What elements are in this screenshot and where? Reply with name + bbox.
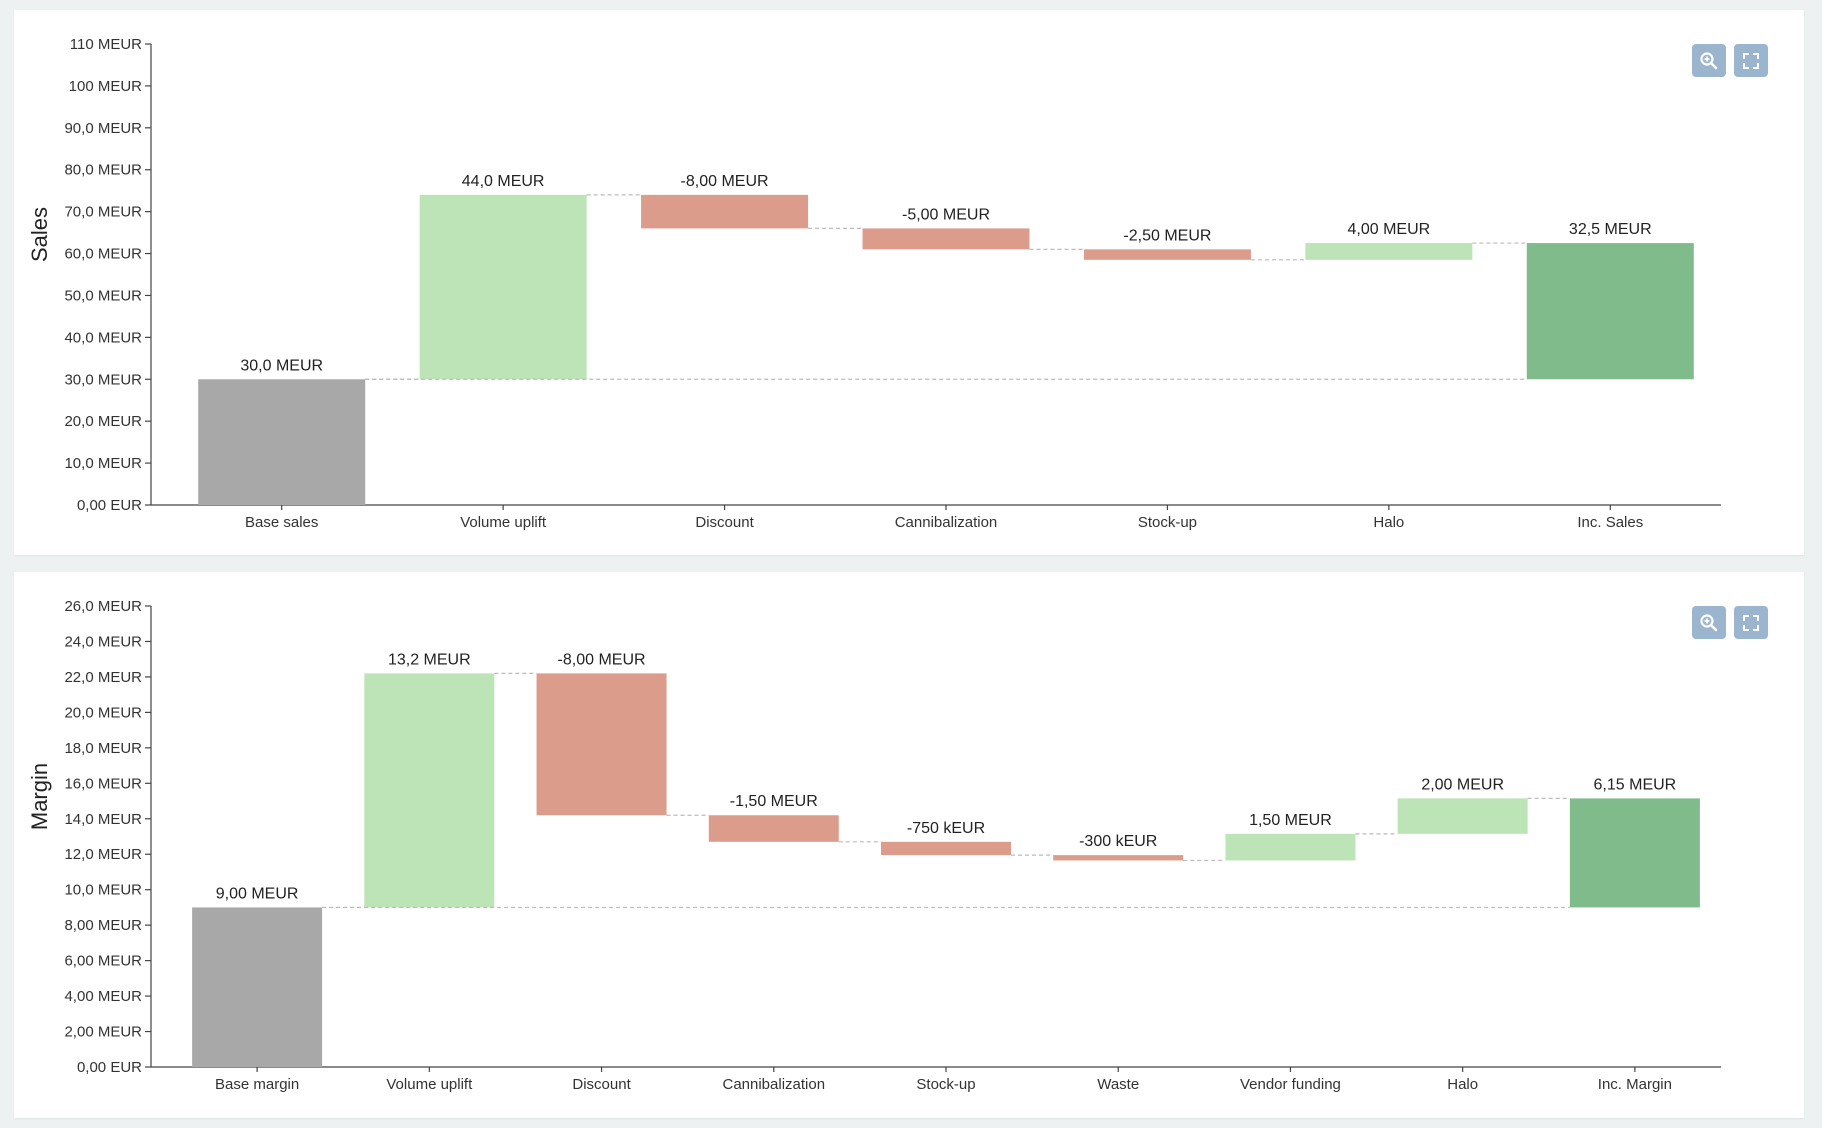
waterfall-bar	[1305, 243, 1473, 260]
waterfall-bar	[364, 673, 495, 908]
bar-value-label: 6,15 MEUR	[1594, 776, 1677, 793]
bar-value-label: 32,5 MEUR	[1569, 221, 1652, 238]
x-category-label: Halo	[1447, 1076, 1478, 1093]
x-category-label: Inc. Sales	[1577, 514, 1643, 531]
waterfall-bar	[536, 673, 667, 816]
y-tick-label: 0,00 EUR	[77, 1059, 142, 1076]
bar-value-label: 4,00 MEUR	[1348, 221, 1431, 238]
bar-value-label: -8,00 MEUR	[681, 173, 769, 190]
x-category-label: Vendor funding	[1240, 1076, 1341, 1093]
y-tick-label: 20,0 MEUR	[64, 413, 142, 430]
y-tick-label: 100 MEUR	[69, 78, 143, 95]
y-tick-label: 80,0 MEUR	[64, 162, 142, 179]
bar-value-label: -5,00 MEUR	[902, 206, 990, 223]
waterfall-bar	[881, 841, 1011, 856]
y-axis-title: Margin	[27, 763, 52, 830]
y-tick-label: 110 MEUR	[70, 36, 142, 53]
bar-value-label: -1,50 MEUR	[730, 793, 818, 810]
margin-chart-panel: Margin 0,00 EUR 2,00 MEUR 4,00 MEUR 6,00 MEU…	[14, 572, 1804, 1118]
magnifier-plus-icon	[1700, 51, 1718, 69]
zoom-button[interactable]	[1692, 606, 1726, 639]
magnifier-plus-icon	[1700, 613, 1718, 631]
y-tick-label: 60,0 MEUR	[64, 246, 142, 263]
x-category-label: Base margin	[215, 1076, 299, 1093]
x-category-label: Base sales	[245, 514, 318, 531]
x-category-label: Cannibalization	[895, 514, 998, 531]
waterfall-bar	[1053, 855, 1184, 861]
y-tick-label: 4,00 MEUR	[64, 988, 142, 1005]
bar-value-label: 1,50 MEUR	[1249, 812, 1332, 829]
waterfall-bar	[419, 194, 587, 380]
x-category-label: Inc. Margin	[1598, 1076, 1672, 1093]
y-tick-label: 6,00 MEUR	[64, 953, 142, 970]
bar-value-label: 44,0 MEUR	[462, 173, 545, 190]
waterfall-bar	[192, 907, 323, 1067]
y-tick-label: 14,0 MEUR	[64, 811, 142, 828]
x-category-label: Cannibalization	[722, 1076, 825, 1093]
y-tick-label: 26,0 MEUR	[64, 598, 142, 615]
waterfall-bar	[198, 379, 366, 505]
y-tick-label: 0,00 EUR	[77, 497, 142, 514]
sales-chart-panel: Sales 0,00 EUR 10,0 MEUR 20,0 MEUR 30,0 MEUR…	[14, 10, 1804, 555]
y-tick-label: 2,00 MEUR	[64, 1024, 142, 1041]
waterfall-bar	[1526, 243, 1694, 380]
y-tick-label: 90,0 MEUR	[64, 120, 142, 137]
y-tick-label: 24,0 MEUR	[64, 633, 142, 650]
y-tick-label: 12,0 MEUR	[64, 846, 142, 863]
waterfall-bar	[708, 815, 839, 842]
waterfall-bar	[1569, 798, 1700, 908]
y-tick-label: 10,0 MEUR	[64, 455, 142, 472]
y-tick-label: 20,0 MEUR	[64, 704, 142, 721]
waterfall-bar	[862, 228, 1030, 250]
x-category-label: Waste	[1097, 1076, 1139, 1093]
bar-value-label: -300 kEUR	[1079, 833, 1157, 850]
waterfall-bar	[1397, 798, 1528, 834]
zoom-button[interactable]	[1692, 44, 1726, 77]
y-tick-label: 40,0 MEUR	[64, 329, 142, 346]
fullscreen-icon	[1743, 52, 1759, 69]
y-tick-label: 18,0 MEUR	[64, 740, 142, 757]
bar-value-label: -2,50 MEUR	[1123, 227, 1211, 244]
y-tick-label: 16,0 MEUR	[64, 775, 142, 792]
y-tick-label: 10,0 MEUR	[64, 882, 142, 899]
x-category-label: Halo	[1373, 514, 1404, 531]
waterfall-bar	[641, 194, 809, 229]
bar-value-label: 9,00 MEUR	[216, 885, 299, 902]
x-category-label: Discount	[572, 1076, 631, 1093]
y-tick-label: 50,0 MEUR	[64, 287, 142, 304]
fullscreen-button[interactable]	[1734, 606, 1768, 639]
x-category-label: Stock-up	[916, 1076, 975, 1093]
y-tick-label: 70,0 MEUR	[64, 204, 142, 221]
y-tick-label: 22,0 MEUR	[64, 669, 142, 686]
bar-value-label: 13,2 MEUR	[388, 651, 471, 668]
x-category-label: Volume uplift	[460, 514, 547, 531]
bar-value-label: -8,00 MEUR	[558, 651, 646, 668]
bar-value-label: 2,00 MEUR	[1421, 776, 1504, 793]
fullscreen-icon	[1743, 614, 1759, 631]
x-category-label: Discount	[695, 514, 754, 531]
y-tick-label: 30,0 MEUR	[64, 371, 142, 388]
margin-waterfall-chart: Margin 0,00 EUR 2,00 MEUR 4,00 MEUR 6,00 MEU…	[27, 598, 1721, 1093]
x-category-label: Stock-up	[1138, 514, 1197, 531]
y-tick-label: 8,00 MEUR	[64, 917, 142, 934]
x-category-label: Volume uplift	[386, 1076, 473, 1093]
bar-value-label: -750 kEUR	[907, 820, 985, 837]
waterfall-bar	[1083, 249, 1251, 260]
fullscreen-button[interactable]	[1734, 44, 1768, 77]
sales-waterfall-chart: Sales 0,00 EUR 10,0 MEUR 20,0 MEUR 30,0 MEUR…	[27, 36, 1721, 531]
bar-value-label: 30,0 MEUR	[240, 357, 323, 374]
waterfall-bar	[1225, 833, 1356, 861]
y-axis-title: Sales	[27, 207, 52, 262]
